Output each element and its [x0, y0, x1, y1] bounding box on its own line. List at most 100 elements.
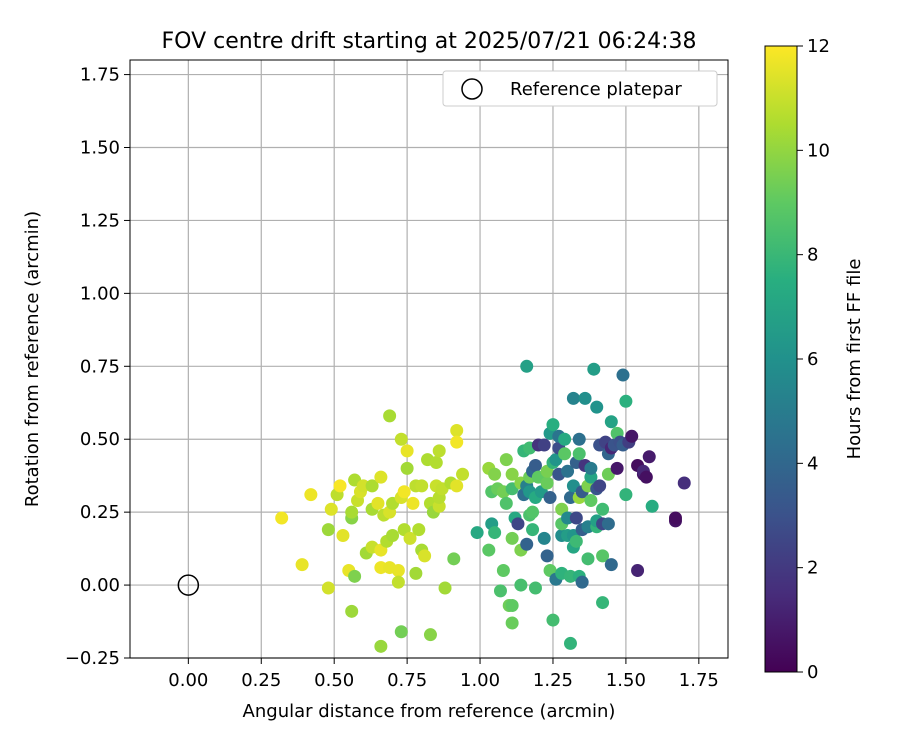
data-point: [520, 359, 534, 373]
colorbar: 0 2 4 6 8 10 12 Hours from first FF file: [764, 36, 865, 683]
data-point: [412, 523, 426, 537]
colorbar-tick-label: 8: [807, 245, 818, 266]
data-point: [488, 526, 502, 540]
data-point: [578, 391, 592, 405]
data-point: [374, 639, 388, 653]
data-point: [645, 499, 659, 513]
data-point: [406, 496, 420, 510]
x-tick-label: 0.00: [168, 670, 208, 691]
data-point: [584, 493, 598, 507]
data-point: [499, 453, 513, 467]
data-point: [581, 552, 595, 566]
data-point: [546, 418, 560, 432]
data-point: [610, 461, 624, 475]
x-tick-label: 1.75: [679, 670, 719, 691]
data-point: [528, 581, 542, 595]
data-point: [593, 479, 607, 493]
data-point: [499, 496, 513, 510]
y-axis-ticks: −0.25 0.00 0.25 0.50 0.75 1.00 1.25 1.50 1.75: [65, 65, 130, 669]
data-point: [415, 479, 429, 493]
data-point: [540, 476, 554, 490]
plot-area: 0.00 0.25 0.50 0.75 1.00 1.25 1.50 1.75 −0.25 0.…: [65, 59, 729, 691]
y-tick-label: 1.00: [80, 283, 120, 304]
data-point: [438, 581, 452, 595]
data-point: [386, 528, 400, 542]
data-point: [537, 531, 551, 545]
data-point: [561, 464, 575, 478]
data-point: [616, 368, 630, 382]
colorbar-tick-label: 6: [807, 349, 818, 370]
y-tick-label: 0.25: [80, 502, 120, 523]
data-point: [604, 415, 618, 429]
data-point: [526, 505, 540, 519]
data-point: [505, 616, 519, 630]
data-point: [596, 502, 610, 516]
x-tick-label: 0.50: [314, 670, 354, 691]
data-point: [575, 575, 589, 589]
y-tick-label: 0.50: [80, 429, 120, 450]
data-point: [572, 432, 586, 446]
data-point: [604, 558, 618, 572]
data-point: [470, 526, 484, 540]
data-point: [642, 450, 656, 464]
data-point: [569, 511, 583, 525]
data-point: [488, 467, 502, 481]
data-point: [558, 447, 572, 461]
y-tick-label: 0.75: [80, 356, 120, 377]
x-axis-label: Angular distance from reference (arcmin): [243, 701, 616, 722]
x-tick-label: 1.00: [460, 670, 500, 691]
chart-title: FOV centre drift starting at 2025/07/21 …: [162, 29, 697, 54]
data-point: [619, 394, 633, 408]
y-axis-label: Rotation from reference (arcmin): [22, 211, 43, 507]
data-point: [295, 558, 309, 572]
colorbar-ticks: 0 2 4 6 8 10 12: [797, 36, 830, 683]
x-tick-label: 1.25: [533, 670, 573, 691]
data-point: [584, 461, 598, 475]
colorbar-gradient: [764, 45, 798, 673]
data-point: [505, 598, 519, 612]
data-point: [631, 563, 645, 577]
y-tick-label: 1.25: [80, 210, 120, 231]
x-axis-ticks: 0.00 0.25 0.50 0.75 1.00 1.25 1.50 1.75: [168, 658, 719, 691]
data-point: [563, 636, 577, 650]
data-point: [418, 549, 432, 563]
data-point: [321, 523, 335, 537]
data-point: [324, 502, 338, 516]
data-point: [596, 549, 610, 563]
data-point: [450, 423, 464, 437]
legend-label: Reference platepar: [510, 79, 682, 100]
data-point: [537, 438, 551, 452]
x-tick-label: 0.25: [241, 670, 281, 691]
data-point: [432, 444, 446, 458]
x-tick-label: 0.75: [387, 670, 427, 691]
data-point: [601, 517, 615, 531]
data-point: [365, 479, 379, 493]
colorbar-label: Hours from first FF file: [844, 259, 865, 460]
data-point: [590, 400, 604, 414]
data-point: [558, 432, 572, 446]
data-point: [543, 491, 557, 505]
data-point: [304, 488, 318, 502]
data-point: [572, 447, 586, 461]
data-point: [400, 461, 414, 475]
axes-frame: [129, 59, 729, 659]
data-point: [394, 625, 408, 639]
data-point: [566, 391, 580, 405]
colorbar-tick-label: 0: [807, 662, 818, 683]
data-point: [403, 531, 417, 545]
data-point: [400, 444, 414, 458]
data-point: [496, 563, 510, 577]
data-point: [546, 613, 560, 627]
colorbar-tick-label: 12: [807, 36, 830, 57]
data-points: [275, 359, 691, 653]
y-tick-label: 1.50: [80, 138, 120, 159]
colorbar-tick-label: 10: [807, 140, 830, 161]
data-point: [397, 485, 411, 499]
data-point: [450, 479, 464, 493]
data-point: [371, 496, 385, 510]
data-point: [345, 505, 359, 519]
data-point: [391, 563, 405, 577]
data-point: [321, 581, 335, 595]
data-point: [450, 435, 464, 449]
data-point: [668, 511, 682, 525]
